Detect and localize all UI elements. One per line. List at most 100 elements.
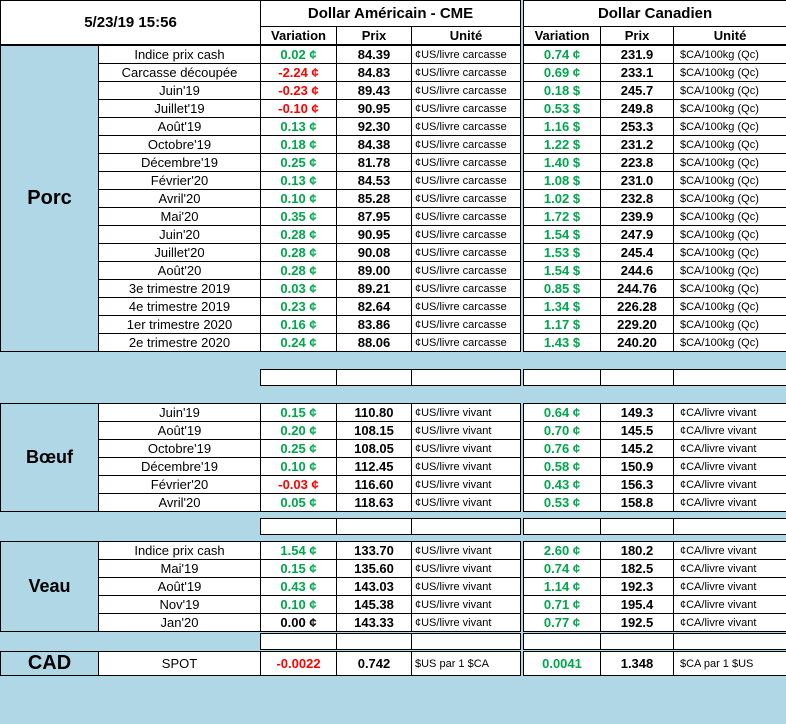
ca-unit-cell: $CA/100kg (Qc) bbox=[673, 117, 786, 136]
ca-price-cell: 231.0 bbox=[600, 171, 674, 190]
us-variation-cell: 0.16 ¢ bbox=[260, 315, 337, 334]
ca-variation-cell: 0.74 ¢ bbox=[523, 45, 601, 64]
us-variation-cell: 0.10 ¢ bbox=[260, 457, 337, 476]
ca-unit-cell: ¢CA/livre vivant bbox=[673, 475, 786, 494]
ca-unit-cell: ¢CA/livre vivant bbox=[673, 457, 786, 476]
us-variation-cell: 0.15 ¢ bbox=[260, 403, 337, 422]
row-label: 4e trimestre 2019 bbox=[98, 297, 261, 316]
ca-price-cell: 232.8 bbox=[600, 189, 674, 208]
us-price-cell: 110.80 bbox=[336, 403, 412, 422]
section-table-boeuf: Bœuf Juin'19 0.15 ¢ 110.80 ¢US/livre vivant 0… bbox=[0, 403, 786, 512]
ca-unite-header: Unité bbox=[673, 26, 786, 45]
ca-variation-cell: 0.53 $ bbox=[523, 99, 601, 118]
ca-variation-cell: 1.72 $ bbox=[523, 207, 601, 226]
us-variation-cell: 0.25 ¢ bbox=[260, 153, 337, 172]
us-unit-cell: ¢US/livre vivant bbox=[411, 541, 521, 560]
ca-unit-cell: $CA/100kg (Qc) bbox=[673, 171, 786, 190]
us-variation-cell: 0.35 ¢ bbox=[260, 207, 337, 226]
row-label: 3e trimestre 2019 bbox=[98, 279, 261, 298]
row-label: Juillet'19 bbox=[98, 99, 261, 118]
row-label: Octobre'19 bbox=[98, 439, 261, 458]
ca-unit-cell: $CA/100kg (Qc) bbox=[673, 279, 786, 298]
ca-variation-header: Variation bbox=[523, 26, 602, 45]
us-variation-cell: 0.28 ¢ bbox=[260, 225, 337, 244]
row-label: Août'19 bbox=[98, 117, 261, 136]
ca-price-cell: 239.9 bbox=[600, 207, 674, 226]
us-unite-header: Unité bbox=[411, 26, 522, 45]
us-price-cell: 84.53 bbox=[336, 171, 412, 190]
us-price-cell: 89.00 bbox=[336, 261, 412, 280]
section-label: Porc bbox=[0, 45, 99, 352]
row-label: Mai'19 bbox=[98, 559, 261, 578]
us-price-cell: 92.30 bbox=[336, 117, 412, 136]
gap-blank bbox=[0, 634, 260, 650]
empty-cell bbox=[672, 369, 786, 386]
row-label: 1er trimestre 2020 bbox=[98, 315, 261, 334]
ca-variation-cell: 1.02 $ bbox=[523, 189, 601, 208]
ca-price-cell: 195.4 bbox=[600, 595, 674, 614]
section-table-porc: Porc Indice prix cash 0.02 ¢ 84.39 ¢US/livre… bbox=[0, 45, 786, 352]
cad-spot-table: CAD SPOT -0.0022 0.742 $US par 1 $CA 0.0… bbox=[0, 651, 786, 676]
us-variation-cell: -2.24 ¢ bbox=[260, 63, 337, 82]
ca-variation-cell: 0.76 ¢ bbox=[523, 439, 601, 458]
ca-variation-cell: 1.16 $ bbox=[523, 117, 601, 136]
us-variation-cell: 0.13 ¢ bbox=[260, 117, 337, 136]
us-price-cell: 83.86 bbox=[336, 315, 412, 334]
ca-variation-cell: 1.17 $ bbox=[523, 315, 601, 334]
ca-price-cell: 156.3 bbox=[600, 475, 674, 494]
us-variation-cell: 0.23 ¢ bbox=[260, 297, 337, 316]
us-price-cell: 88.06 bbox=[336, 333, 412, 352]
ca-variation-cell: 1.43 $ bbox=[523, 333, 601, 352]
us-unit-cell: ¢US/livre carcasse bbox=[411, 207, 521, 226]
empty-cell bbox=[672, 518, 786, 535]
empty-row-table bbox=[0, 518, 786, 535]
us-price-cell: 89.43 bbox=[336, 81, 412, 100]
bottom-margin bbox=[0, 676, 786, 688]
us-variation-cell: 0.15 ¢ bbox=[260, 559, 337, 578]
us-variation-cell: -0.03 ¢ bbox=[260, 475, 337, 494]
empty-cell bbox=[335, 633, 412, 650]
ca-price-cell: 1.348 bbox=[600, 651, 674, 676]
us-price-cell: 108.15 bbox=[336, 421, 412, 440]
us-variation-cell: 1.54 ¢ bbox=[260, 541, 337, 560]
ca-price-cell: 231.9 bbox=[600, 45, 674, 64]
us-variation-cell: 0.28 ¢ bbox=[260, 261, 337, 280]
ca-price-cell: 231.2 bbox=[600, 135, 674, 154]
header-table: 5/23/19 15:56 Dollar Américain - CME Dol… bbox=[0, 0, 786, 45]
ca-variation-cell: 1.40 $ bbox=[523, 153, 601, 172]
us-price-cell: 84.83 bbox=[336, 63, 412, 82]
us-price-cell: 90.08 bbox=[336, 243, 412, 262]
empty-cell bbox=[522, 633, 601, 650]
ca-variation-cell: 0.69 ¢ bbox=[523, 63, 601, 82]
empty-cell bbox=[672, 633, 786, 650]
empty-cell bbox=[335, 518, 412, 535]
ca-unit-cell: $CA/100kg (Qc) bbox=[673, 135, 786, 154]
us-variation-cell: 0.05 ¢ bbox=[260, 493, 337, 512]
us-unit-cell: ¢US/livre vivant bbox=[411, 475, 521, 494]
ca-price-cell: 244.6 bbox=[600, 261, 674, 280]
us-unit-cell: ¢US/livre carcasse bbox=[411, 297, 521, 316]
ca-price-cell: 233.1 bbox=[600, 63, 674, 82]
us-variation-cell: 0.10 ¢ bbox=[260, 595, 337, 614]
ca-variation-cell: 0.74 ¢ bbox=[523, 559, 601, 578]
empty-cell bbox=[599, 518, 674, 535]
ca-price-cell: 223.8 bbox=[600, 153, 674, 172]
us-unit-cell: $US par 1 $CA bbox=[411, 651, 521, 676]
ca-price-cell: 249.8 bbox=[600, 99, 674, 118]
row-label: Décembre'19 bbox=[98, 153, 261, 172]
us-price-cell: 135.60 bbox=[336, 559, 412, 578]
row-label: Avril'20 bbox=[98, 189, 261, 208]
ca-unit-cell: $CA/100kg (Qc) bbox=[673, 243, 786, 262]
row-label: Avril'20 bbox=[98, 493, 261, 512]
us-price-cell: 85.28 bbox=[336, 189, 412, 208]
ca-unit-cell: ¢CA/livre vivant bbox=[673, 403, 786, 422]
ca-unit-cell: ¢CA/livre vivant bbox=[673, 613, 786, 632]
us-price-cell: 90.95 bbox=[336, 225, 412, 244]
us-unit-cell: ¢US/livre vivant bbox=[411, 559, 521, 578]
us-unit-cell: ¢US/livre carcasse bbox=[411, 333, 521, 352]
us-price-cell: 112.45 bbox=[336, 457, 412, 476]
row-label: Février'20 bbox=[98, 475, 261, 494]
ca-unit-cell: $CA par 1 $US bbox=[673, 651, 786, 676]
us-price-cell: 133.70 bbox=[336, 541, 412, 560]
